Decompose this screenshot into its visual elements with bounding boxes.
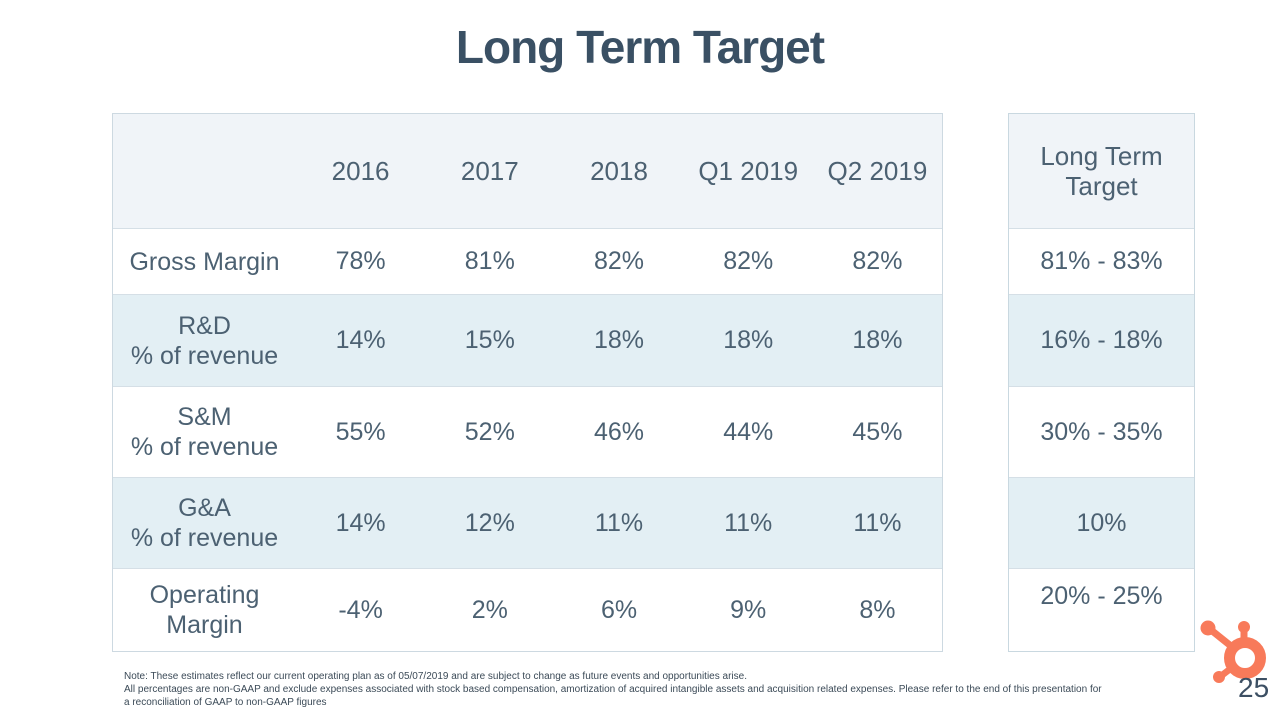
target-row-gross-margin: 81% - 83% xyxy=(1009,228,1194,294)
row-label-line1: G&A xyxy=(178,494,231,522)
row-label-line1: R&D xyxy=(178,311,231,340)
table-row-ga: G&A % of revenue 14% 12% 11% 11% 11% xyxy=(113,477,942,568)
column-header-2018: 2018 xyxy=(590,155,648,186)
footnote-line1: Note: These estimates reflect our curren… xyxy=(124,671,747,682)
hubspot-sprocket-logo-icon xyxy=(1200,620,1266,683)
table-row-rd: R&D % of revenue 14% 15% 18% 18% 18% xyxy=(113,294,942,386)
table-cell: 11% xyxy=(724,508,773,537)
target-header-label: Long Term Target xyxy=(1009,114,1194,228)
table-cell: 14% xyxy=(335,326,386,354)
table-cell: 15% xyxy=(464,326,515,354)
table-cell: 11% xyxy=(853,508,902,537)
column-header-2017: 2017 xyxy=(460,155,519,186)
table-cell: 55% xyxy=(335,417,386,446)
target-cell: 30% - 35% xyxy=(1040,417,1163,446)
target-row-ga: 10% xyxy=(1009,477,1194,568)
long-term-target-table: Long Term Target 81% - 83% 16% - 18% 30%… xyxy=(1008,113,1195,652)
table-header-row: 2016 2017 2018 Q1 2019 Q2 2019 xyxy=(113,114,942,228)
footnote: Note: These estimates reflect our curren… xyxy=(124,670,1244,709)
target-cell: 10% xyxy=(1076,508,1127,537)
target-table-header: Long Term Target xyxy=(1009,114,1194,228)
column-header-q1-2019: Q1 2019 xyxy=(698,155,799,186)
row-label-operating-margin: Operating Margin xyxy=(113,569,296,651)
row-label-line2: % of revenue xyxy=(130,433,279,461)
table-cell: -4% xyxy=(338,595,383,624)
row-label-line1: Gross Margin xyxy=(129,247,280,276)
table-cell: 78% xyxy=(335,247,386,275)
row-label-sm: S&M % of revenue xyxy=(113,387,296,477)
footnote-line2: All percentages are non-GAAP and exclude… xyxy=(124,684,1102,695)
table-cell: 18% xyxy=(723,326,774,354)
column-header-2016: 2016 xyxy=(331,155,390,186)
target-header-line1: Long Term xyxy=(1040,141,1163,171)
row-label-ga: G&A % of revenue xyxy=(113,478,296,568)
target-row-sm: 30% - 35% xyxy=(1009,386,1194,477)
table-cell: 8% xyxy=(859,595,896,624)
row-label-line1: S&M xyxy=(177,403,232,431)
target-cell: 20% - 25% xyxy=(1040,582,1163,610)
slide-title: Long Term Target xyxy=(455,21,825,73)
table-cell: 12% xyxy=(464,508,515,537)
table-cell: 9% xyxy=(730,595,767,624)
table-cell: 46% xyxy=(593,417,645,446)
row-label-line2: % of revenue xyxy=(130,524,279,552)
table-cell: 18% xyxy=(593,326,645,354)
table-cell: 18% xyxy=(852,326,903,354)
column-header-blank xyxy=(113,114,296,228)
table-cell: 11% xyxy=(594,508,644,537)
table-row-sm: S&M % of revenue 55% 52% 46% 44% 45% xyxy=(113,386,942,477)
table-cell: 52% xyxy=(464,417,515,446)
financial-metrics-table: 2016 2017 2018 Q1 2019 Q2 2019 Gross Mar… xyxy=(112,113,943,652)
row-label-line1: Operating xyxy=(149,581,260,609)
target-row-operating-margin: 20% - 25% xyxy=(1009,568,1194,651)
table-cell: 45% xyxy=(852,417,903,446)
table-cell: 2% xyxy=(471,595,508,624)
table-row-operating-margin: Operating Margin -4% 2% 6% 9% 8% xyxy=(113,568,942,651)
target-cell: 81% - 83% xyxy=(1040,247,1163,275)
target-cell: 16% - 18% xyxy=(1040,326,1163,354)
column-header-q2-2019: Q2 2019 xyxy=(827,155,928,186)
table-cell: 6% xyxy=(600,595,638,624)
target-row-rd: 16% - 18% xyxy=(1009,294,1194,386)
footnote-line3: a reconciliation of GAAP to non-GAAP fig… xyxy=(124,697,327,708)
table-cell: 81% xyxy=(464,247,515,275)
target-header-line2: Target xyxy=(1065,171,1138,201)
page-number: 25 xyxy=(1238,672,1270,703)
table-row-gross-margin: Gross Margin 78% 81% 82% 82% 82% xyxy=(113,228,942,294)
table-cell: 44% xyxy=(723,417,774,446)
table-cell: 82% xyxy=(852,247,903,275)
table-cell: 82% xyxy=(593,247,645,275)
row-label-line2: Margin xyxy=(166,611,243,639)
table-cell: 14% xyxy=(335,508,386,537)
row-label-rd: R&D % of revenue xyxy=(113,295,296,386)
row-label-gross-margin: Gross Margin xyxy=(113,229,296,294)
row-label-line2: % of revenue xyxy=(130,341,279,370)
table-cell: 82% xyxy=(723,247,774,275)
